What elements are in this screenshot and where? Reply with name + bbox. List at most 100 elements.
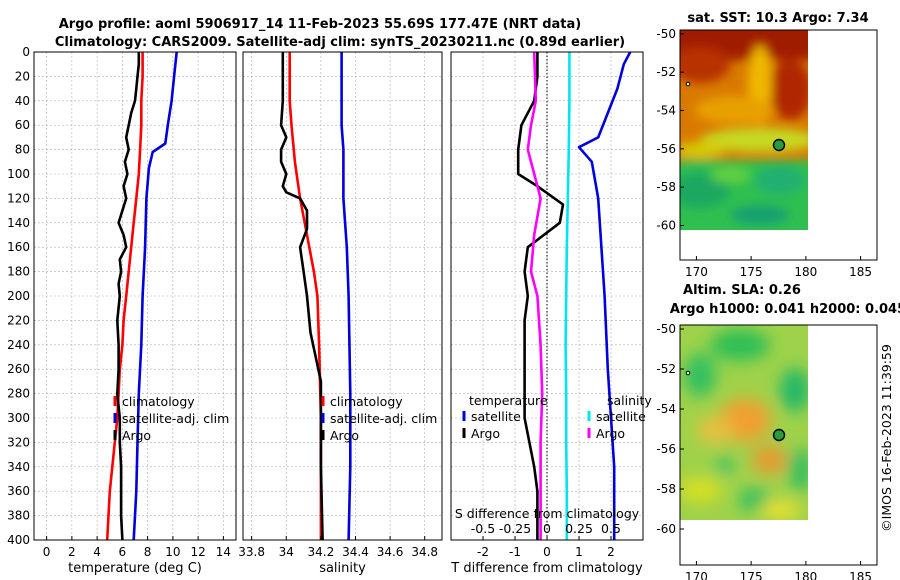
- series-t-argo: [516, 52, 565, 540]
- sst-map: 170 175 180 185 -50 -52 -54 -56 -58 -60: [656, 27, 878, 279]
- series-t-satellite: [577, 51, 632, 540]
- series-argo: [279, 52, 324, 541]
- map-y-tick-label: -52: [656, 362, 676, 376]
- legend-label: Argo: [471, 426, 500, 441]
- x-tick-label: 10: [165, 545, 180, 559]
- legend-label: climatology: [122, 394, 195, 409]
- map-x-tick-label: 185: [849, 265, 872, 279]
- legend-label: Argo: [330, 428, 359, 443]
- depth-tick-label: 0: [22, 45, 30, 59]
- sst-argo-marker: [772, 138, 786, 152]
- depth-tick-label: 40: [15, 94, 30, 108]
- x-tick-label: 12: [190, 545, 205, 559]
- top-tick-label: -0.25: [499, 521, 531, 536]
- top-tick-label: -0.5: [471, 521, 495, 536]
- series-satellite-adj-clim: [132, 51, 178, 541]
- x-tick-label: 33.8: [238, 545, 265, 559]
- sla-map-subtitle: Argo h1000: 0.041 h2000: 0.045: [670, 302, 900, 317]
- legend-label: climatology: [330, 394, 403, 409]
- plot-frame: [33, 51, 237, 541]
- sla-map-title: Altim. SLA: 0.26: [683, 283, 801, 298]
- series-argo: [116, 52, 141, 541]
- x-tick-label: -2: [477, 545, 489, 559]
- map-x-tick-label: 170: [685, 265, 708, 279]
- depth-tick-label: 120: [7, 191, 30, 205]
- x-axis-label: T difference from climatology: [450, 561, 643, 576]
- x-tick-label: 2: [68, 545, 76, 559]
- x-axis-label: salinity: [319, 561, 366, 576]
- map-y-tick-label: -54: [656, 402, 676, 416]
- x-tick-label: 34.8: [411, 545, 438, 559]
- x-tick-label: 8: [144, 545, 152, 559]
- sst-map-frame: [679, 29, 878, 261]
- plot-frame: [242, 51, 443, 541]
- x-tick-label: -1: [509, 545, 521, 559]
- legend-label: satellite-adj. clim: [330, 411, 437, 426]
- map-y-tick-label: -58: [656, 180, 676, 194]
- depth-tick-label: 60: [15, 118, 30, 132]
- top-tick-label: 0.25: [565, 521, 593, 536]
- top-tick-label: 0: [543, 521, 551, 536]
- legend-label: satellite: [596, 409, 646, 424]
- sst-map-title: sat. SST: 10.3 Argo: 7.34: [687, 11, 868, 26]
- series-climatology: [105, 52, 144, 541]
- depth-tick-label: 340: [7, 460, 30, 474]
- depth-tick-label: 220: [7, 313, 30, 327]
- map-y-tick-label: -60: [656, 522, 676, 536]
- depth-tick-label: 260: [7, 362, 30, 376]
- x-tick-label: 1: [575, 545, 583, 559]
- depth-tick-label: 240: [7, 338, 30, 352]
- depth-tick-label: 80: [15, 143, 30, 157]
- top-tick-label: 0.5: [601, 521, 621, 536]
- map-y-tick-label: -56: [656, 442, 676, 456]
- depth-tick-label: 280: [7, 387, 30, 401]
- depth-tick-label: 300: [7, 411, 30, 425]
- depth-tick-label: 380: [7, 509, 30, 523]
- series-satellite-adj-clim: [340, 52, 352, 541]
- x-tick-label: 34.6: [377, 545, 404, 559]
- map-y-tick-label: -54: [656, 104, 676, 118]
- main-title-line2: Climatology: CARS2009. Satellite-adj cli…: [55, 35, 625, 50]
- legend-label: satellite: [471, 409, 521, 424]
- x-tick-label: 34.2: [308, 545, 335, 559]
- x-tick-label: 6: [119, 545, 127, 559]
- x-tick-label: 14: [216, 545, 231, 559]
- x-tick-label: 0: [543, 545, 551, 559]
- depth-tick-label: 180: [7, 265, 30, 279]
- map-x-tick-label: 180: [794, 570, 817, 580]
- map-x-tick-label: 175: [740, 570, 763, 580]
- depth-tick-label: 100: [7, 167, 30, 181]
- legend-label: Argo: [596, 426, 625, 441]
- depth-tick-label: 200: [7, 289, 30, 303]
- sst-small-marker: [685, 81, 691, 87]
- depth-tick-label: 320: [7, 435, 30, 449]
- sst-map-axes: 170 175 180 185 -50 -52 -54 -56 -58 -60: [656, 27, 872, 279]
- map-y-tick-label: -60: [656, 219, 676, 233]
- sla-small-marker: [685, 370, 691, 376]
- legend-label: Argo: [122, 428, 151, 443]
- series-s-argo: [526, 51, 544, 540]
- sla-map-axes: 170 175 180 185 -50 -52 -54 -56 -58 -60: [656, 322, 872, 580]
- depth-tick-label: 160: [7, 240, 30, 254]
- map-x-tick-label: 180: [794, 265, 817, 279]
- series-s-satellite: [564, 52, 571, 540]
- depth-tick-label: 20: [15, 69, 30, 83]
- x-tick-label: 4: [93, 545, 101, 559]
- map-y-tick-label: -56: [656, 142, 676, 156]
- depth-tick-label: 140: [7, 216, 30, 230]
- x-tick-label: 0: [43, 545, 51, 559]
- map-y-tick-label: -58: [656, 482, 676, 496]
- main-title-line1: Argo profile: aoml 5906917_14 11-Feb-202…: [59, 17, 581, 32]
- map-x-tick-label: 170: [685, 570, 708, 580]
- legend-label: satellite-adj. clim: [122, 411, 229, 426]
- sla-argo-marker: [772, 428, 786, 442]
- x-tick-label: 34: [279, 545, 294, 559]
- sla-heatmap: [680, 325, 808, 520]
- x-axis-label: temperature (deg C): [68, 561, 202, 576]
- salinity-panel: 33.8 34 34.2 34.4 34.6 34.8 salinity climatolog…: [238, 51, 443, 576]
- x-tick-label: 2: [607, 545, 615, 559]
- sla-map: 170 175 180 185 -50 -52 -54 -56 -58 -60: [656, 322, 878, 580]
- sst-heatmap: [680, 30, 808, 230]
- depth-tick-label: 360: [7, 484, 30, 498]
- map-x-tick-label: 175: [740, 265, 763, 279]
